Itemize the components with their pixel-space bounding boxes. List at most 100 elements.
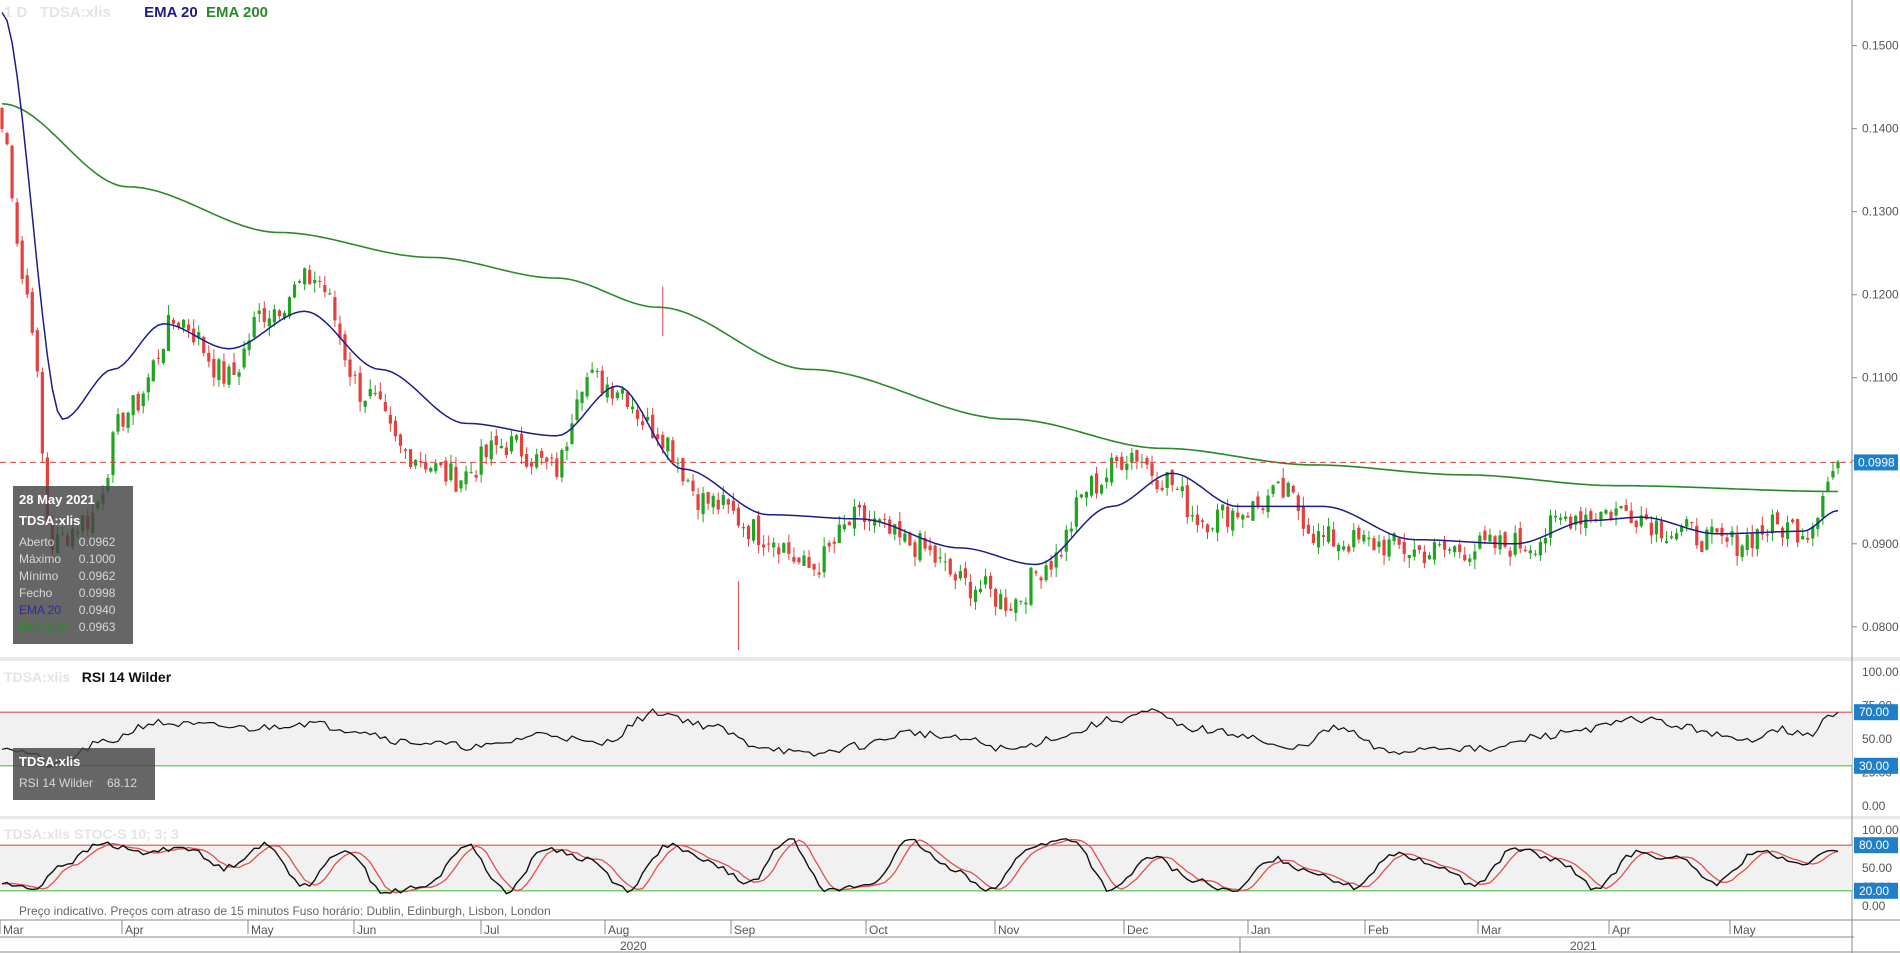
candle-body (318, 280, 322, 282)
candle-body (782, 543, 786, 553)
candle-body (928, 545, 932, 551)
month-label: Aug (608, 923, 629, 937)
candle-body (398, 434, 403, 446)
stoch-band (0, 845, 1852, 891)
candle-body (1387, 539, 1391, 557)
candle-body (1427, 555, 1432, 560)
candle-body (1725, 537, 1729, 542)
candle-body (1649, 522, 1653, 536)
candle-body (585, 377, 589, 397)
candle-body (1705, 529, 1709, 550)
candle-body (1468, 558, 1472, 562)
price-tick-label: 0.1100 (1862, 371, 1898, 385)
candle-body (176, 322, 181, 328)
candle-body (161, 348, 166, 364)
candle-body (207, 352, 211, 362)
candle-body (787, 542, 791, 554)
candle-body (1019, 600, 1023, 602)
candle-body (989, 575, 993, 589)
candle-body (883, 518, 887, 520)
candle-body (464, 471, 468, 485)
rsi-label[interactable]: RSI 14 Wilder (81, 669, 172, 685)
candle-body (1821, 495, 1825, 518)
candle-body (1185, 485, 1189, 518)
candle-body (1039, 577, 1043, 581)
info-high-label: Máximo (19, 551, 62, 566)
candle-body (222, 361, 226, 384)
candle-body (519, 433, 524, 457)
candle-body (1674, 533, 1679, 540)
candle-body (913, 542, 917, 557)
panel-divider (0, 816, 1900, 819)
candle-body (1251, 501, 1255, 521)
candle-body (1226, 506, 1230, 527)
candle-body (1437, 544, 1442, 546)
info-close-label: Fecho (19, 585, 53, 600)
candle-body (1503, 532, 1507, 547)
candle-body (328, 293, 332, 295)
candle-body (343, 334, 347, 361)
candle-body (20, 240, 24, 280)
stoch-header[interactable]: TDSA:xlis STOC-S 10; 3; 3 (4, 826, 179, 842)
candle-body (1604, 510, 1608, 514)
candle-body (1190, 515, 1194, 517)
candle-body (701, 493, 705, 515)
candle-body (353, 374, 357, 376)
candle-body (1614, 508, 1618, 516)
candle-body (625, 392, 630, 407)
candle-body (1417, 545, 1421, 550)
ema20-legend[interactable]: EMA 20 (144, 4, 198, 21)
month-label: Jan (1251, 923, 1270, 937)
candle-body (1574, 515, 1578, 525)
candle-body (1785, 522, 1790, 539)
candle-body (1014, 599, 1018, 613)
ema200-legend[interactable]: EMA 200 (206, 4, 269, 21)
candle-body (827, 542, 831, 547)
candle-body (1599, 512, 1603, 521)
candle-body (444, 460, 448, 482)
candle-body (383, 401, 387, 411)
candles (0, 107, 1840, 651)
candle-body (923, 538, 927, 549)
candle-body (802, 555, 806, 566)
candle-body (1332, 529, 1336, 547)
candle-body (1690, 521, 1694, 524)
candle-body (1074, 497, 1078, 527)
candle-body (1221, 504, 1225, 511)
stoch-k-line (1, 838, 1839, 895)
rsi-symbol: TDSA:xlis (4, 669, 71, 685)
candle-body (1831, 471, 1835, 478)
candle-body (640, 421, 645, 426)
candle-body (1372, 538, 1376, 551)
candle-body (1836, 461, 1840, 469)
month-label: Nov (998, 923, 1019, 937)
candle-body (197, 332, 201, 339)
candle-body (857, 504, 862, 508)
candle-body (1553, 515, 1558, 518)
time-axis: Mar Apr May Jun Jul Aug Sep Oct Nov Dec Jan Feb Mar A… (0, 920, 1854, 953)
main-price-panel[interactable] (0, 12, 1852, 651)
candle-body (1685, 519, 1689, 527)
delay-notice: Preço indicativo. Preços com atraso de 1… (19, 904, 551, 918)
info-row-close: Fecho 0.0998 (19, 584, 127, 601)
candle-body (1306, 524, 1310, 534)
candle-body (257, 310, 261, 314)
candle-body (1770, 514, 1775, 534)
candle-body (1200, 520, 1205, 523)
candle-body (842, 524, 846, 530)
candle-body (1523, 549, 1527, 552)
candle-body (550, 457, 554, 459)
candle-body (1740, 545, 1744, 558)
info-low-value: 0.0962 (78, 568, 116, 583)
candle-body (1422, 551, 1426, 564)
candle-body (429, 467, 433, 472)
candle-body (1700, 541, 1704, 552)
candle-body (408, 449, 413, 467)
price-axis: 0.15000.14000.13000.12000.11000.10000.09… (1852, 39, 1899, 634)
candle-body (933, 545, 937, 563)
candle-body (524, 454, 529, 467)
